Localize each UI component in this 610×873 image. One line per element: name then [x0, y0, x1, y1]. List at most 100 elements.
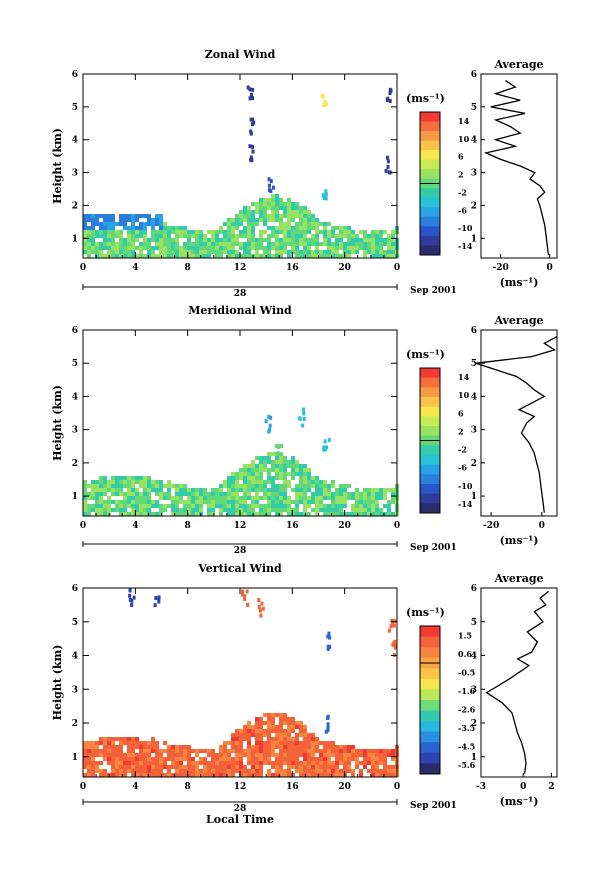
field-cell [291, 226, 295, 230]
field-cell [135, 218, 139, 222]
field-cell [367, 504, 371, 508]
field-cell [328, 644, 332, 649]
field-cell [203, 254, 207, 258]
field-cell [299, 234, 303, 238]
field-cell [127, 218, 131, 222]
field-cell [322, 196, 326, 201]
field-cell [207, 254, 211, 258]
field-cell [375, 765, 379, 769]
field-cell [183, 757, 187, 761]
field-cell [203, 234, 207, 238]
field-cell [267, 218, 271, 222]
field-cell [235, 488, 239, 492]
field-cell [95, 749, 99, 753]
field-cell [261, 606, 265, 611]
field-cell [87, 242, 91, 246]
field-cell [179, 753, 183, 757]
field-cell [299, 753, 303, 757]
field-cell [171, 484, 175, 488]
field-cell [251, 476, 255, 480]
field-cell [103, 512, 107, 516]
field-cell [255, 721, 259, 725]
field-cell [203, 769, 207, 773]
colorbar-frame [419, 625, 441, 775]
field-cell [151, 246, 155, 250]
field-cell [259, 773, 263, 777]
colorbar-swatch [420, 710, 440, 722]
field-cell [143, 753, 147, 757]
field-cell [327, 757, 331, 761]
field-cell [115, 737, 119, 741]
field-cell [249, 129, 253, 134]
field-cell [241, 592, 245, 597]
field-cell [239, 741, 243, 745]
field-cell [235, 238, 239, 242]
field-cell [323, 222, 327, 226]
field-cell [115, 769, 119, 773]
field-cell [111, 234, 115, 238]
field-cell [159, 761, 163, 765]
field-cell [379, 749, 383, 753]
field-cell [103, 492, 107, 496]
field-cell [227, 757, 231, 761]
field-cell [87, 218, 91, 222]
field-cell [283, 472, 287, 476]
colorbar-tick-label: 2 [458, 426, 464, 436]
field-cell [111, 761, 115, 765]
field-cell [251, 753, 255, 757]
field-cell [331, 242, 335, 246]
field-cell [183, 492, 187, 496]
average-line [485, 590, 550, 774]
field-cell [287, 741, 291, 745]
field-cell [311, 733, 315, 737]
field-cell [383, 749, 387, 753]
colorbar-swatch [420, 216, 440, 227]
field-cell [255, 242, 259, 246]
field-cell [131, 496, 135, 500]
field-cell [103, 745, 107, 749]
field-cell [331, 769, 335, 773]
field-cell [347, 484, 351, 488]
field-cell [179, 230, 183, 234]
field-cell [271, 468, 275, 472]
field-cell [231, 484, 235, 488]
field-cell [151, 480, 155, 484]
field-cell [139, 757, 143, 761]
field-cell [311, 773, 315, 777]
field-cell [319, 242, 323, 246]
field-cell [91, 218, 95, 222]
field-cell [235, 741, 239, 745]
field-cell [131, 504, 135, 508]
field-cell [391, 238, 395, 242]
field-cell [279, 468, 283, 472]
field-cell [199, 504, 203, 508]
field-cell [227, 234, 231, 238]
field-cell [119, 504, 123, 508]
field-cell [99, 773, 103, 777]
field-cell [271, 721, 275, 725]
field-cell [263, 214, 267, 218]
field-cell [323, 765, 327, 769]
field-cell [203, 761, 207, 765]
field-cell [267, 713, 271, 717]
field-cell [95, 484, 99, 488]
field-cell [219, 226, 223, 230]
field-cell [107, 218, 111, 222]
field-cell [363, 508, 367, 512]
field-cell [183, 745, 187, 749]
field-cell [247, 254, 251, 258]
field-cell [315, 773, 319, 777]
field-cell [347, 745, 351, 749]
field-cell [163, 504, 167, 508]
field-cell [235, 484, 239, 488]
field-cell [255, 464, 259, 468]
field-cell [235, 480, 239, 484]
field-cell [243, 488, 247, 492]
field-cell [331, 761, 335, 765]
field-cell [272, 185, 276, 190]
field-cell [251, 484, 255, 488]
field-cell [287, 745, 291, 749]
field-cell [299, 214, 303, 218]
field-cell [111, 773, 115, 777]
field-cell [347, 242, 351, 246]
